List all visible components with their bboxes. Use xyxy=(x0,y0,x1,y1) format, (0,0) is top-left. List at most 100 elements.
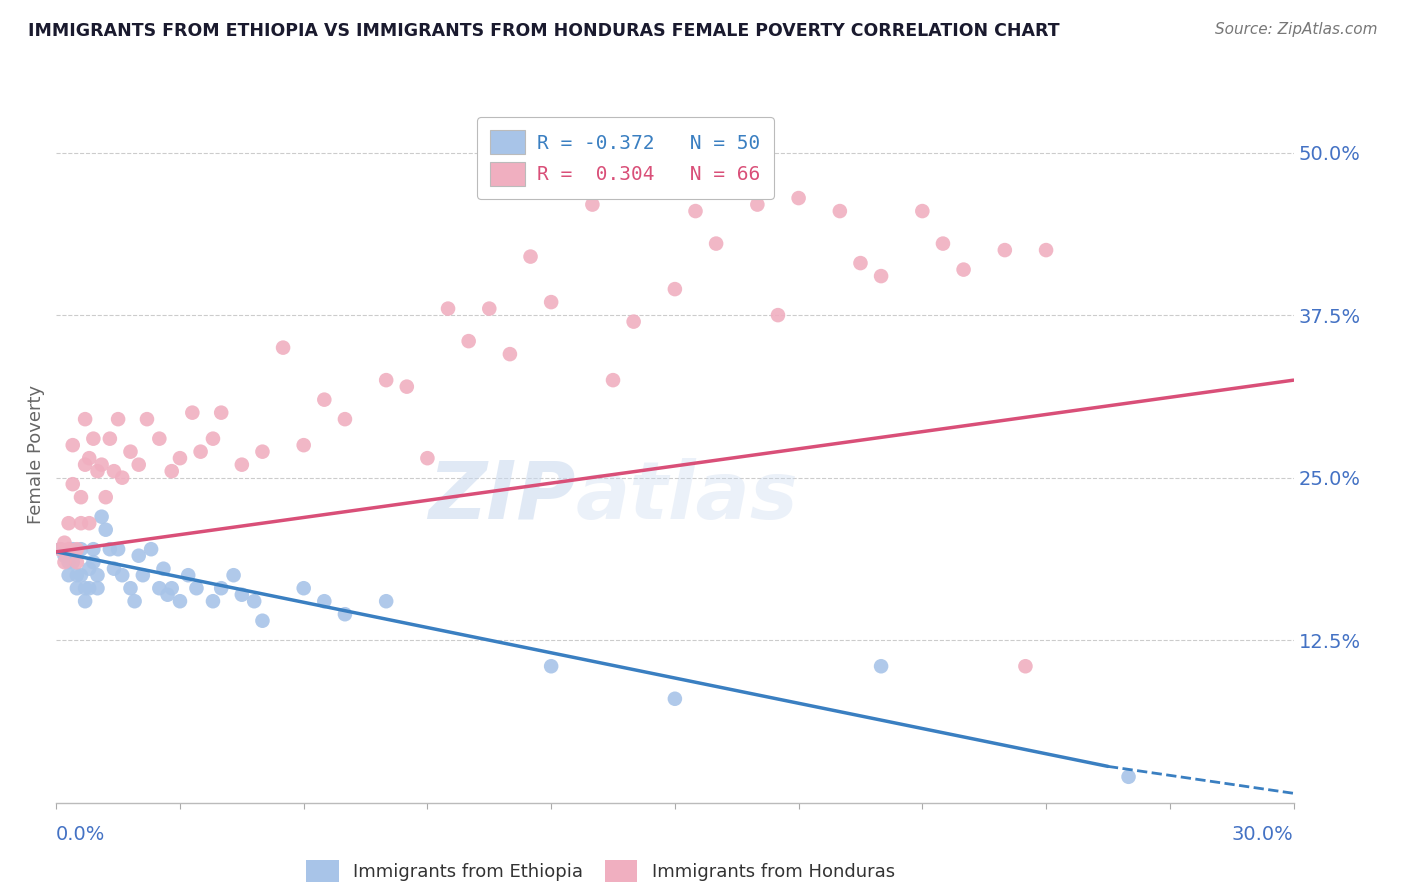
Point xyxy=(499,347,522,361)
Text: IMMIGRANTS FROM ETHIOPIA VS IMMIGRANTS FROM HONDURAS FEMALE POVERTY CORRELATION : IMMIGRANTS FROM ETHIOPIA VS IMMIGRANTS F… xyxy=(28,22,1060,40)
Point xyxy=(103,464,125,478)
Point xyxy=(49,542,72,557)
Point xyxy=(932,236,955,251)
Point xyxy=(177,568,200,582)
Point xyxy=(66,581,89,595)
Point xyxy=(292,438,315,452)
Point xyxy=(994,243,1017,257)
Point xyxy=(787,191,810,205)
Point xyxy=(252,444,274,458)
Point xyxy=(231,458,253,472)
Point xyxy=(77,451,100,466)
Point xyxy=(49,542,72,557)
Point xyxy=(581,197,603,211)
Point xyxy=(75,458,97,472)
Point xyxy=(132,568,155,582)
Point xyxy=(186,581,208,595)
Point xyxy=(94,490,117,504)
Point xyxy=(201,594,224,608)
Point xyxy=(416,451,439,466)
Point xyxy=(77,562,100,576)
Point xyxy=(70,542,93,557)
Point xyxy=(120,581,142,595)
Point xyxy=(222,568,245,582)
Point xyxy=(58,555,80,569)
Point xyxy=(766,308,789,322)
Text: 0.0%: 0.0% xyxy=(56,824,105,844)
Point xyxy=(152,562,174,576)
Point xyxy=(53,535,76,549)
Point xyxy=(66,542,89,557)
Point xyxy=(53,555,76,569)
Point xyxy=(90,458,112,472)
Point xyxy=(1014,659,1036,673)
Point xyxy=(849,256,872,270)
Point xyxy=(209,581,232,595)
Point xyxy=(169,451,191,466)
Point xyxy=(66,568,89,582)
Point xyxy=(62,438,84,452)
Point xyxy=(243,594,266,608)
Point xyxy=(124,594,146,608)
Point xyxy=(66,555,89,569)
Point xyxy=(128,549,150,563)
Point xyxy=(160,464,183,478)
Point xyxy=(664,282,686,296)
Point xyxy=(111,471,134,485)
Point xyxy=(623,315,645,329)
Point xyxy=(160,581,183,595)
Point xyxy=(375,594,398,608)
Point xyxy=(540,295,562,310)
Point xyxy=(292,581,315,595)
Point xyxy=(62,542,84,557)
Point xyxy=(107,412,129,426)
Point xyxy=(271,341,294,355)
Point xyxy=(98,542,121,557)
Point xyxy=(139,542,162,557)
Point xyxy=(314,392,336,407)
Point xyxy=(478,301,501,316)
Point xyxy=(519,250,541,264)
Point xyxy=(209,406,232,420)
Point xyxy=(98,432,121,446)
Text: 30.0%: 30.0% xyxy=(1232,824,1294,844)
Point xyxy=(1035,243,1057,257)
Point xyxy=(58,516,80,531)
Y-axis label: Female Poverty: Female Poverty xyxy=(27,385,45,524)
Point xyxy=(704,236,727,251)
Point xyxy=(70,516,93,531)
Point xyxy=(952,262,974,277)
Point xyxy=(70,568,93,582)
Point xyxy=(457,334,479,348)
Point xyxy=(375,373,398,387)
Point xyxy=(77,581,100,595)
Point xyxy=(181,406,204,420)
Point xyxy=(107,542,129,557)
Point xyxy=(333,412,356,426)
Point xyxy=(602,373,624,387)
Point xyxy=(156,588,179,602)
Point xyxy=(86,568,108,582)
Point xyxy=(685,204,707,219)
Point xyxy=(190,444,212,458)
Text: atlas: atlas xyxy=(576,458,799,536)
Point xyxy=(169,594,191,608)
Point xyxy=(314,594,336,608)
Point xyxy=(231,588,253,602)
Point xyxy=(870,269,893,284)
Point xyxy=(870,659,893,673)
Point xyxy=(911,204,934,219)
Point xyxy=(201,432,224,446)
Point xyxy=(53,549,76,563)
Point xyxy=(828,204,851,219)
Point xyxy=(77,516,100,531)
Point xyxy=(664,691,686,706)
Point xyxy=(333,607,356,622)
Point xyxy=(82,555,104,569)
Point xyxy=(103,562,125,576)
Point xyxy=(82,542,104,557)
Point xyxy=(62,555,84,569)
Point xyxy=(111,568,134,582)
Point xyxy=(395,379,418,393)
Legend: Immigrants from Ethiopia, Immigrants from Honduras: Immigrants from Ethiopia, Immigrants fro… xyxy=(294,847,908,892)
